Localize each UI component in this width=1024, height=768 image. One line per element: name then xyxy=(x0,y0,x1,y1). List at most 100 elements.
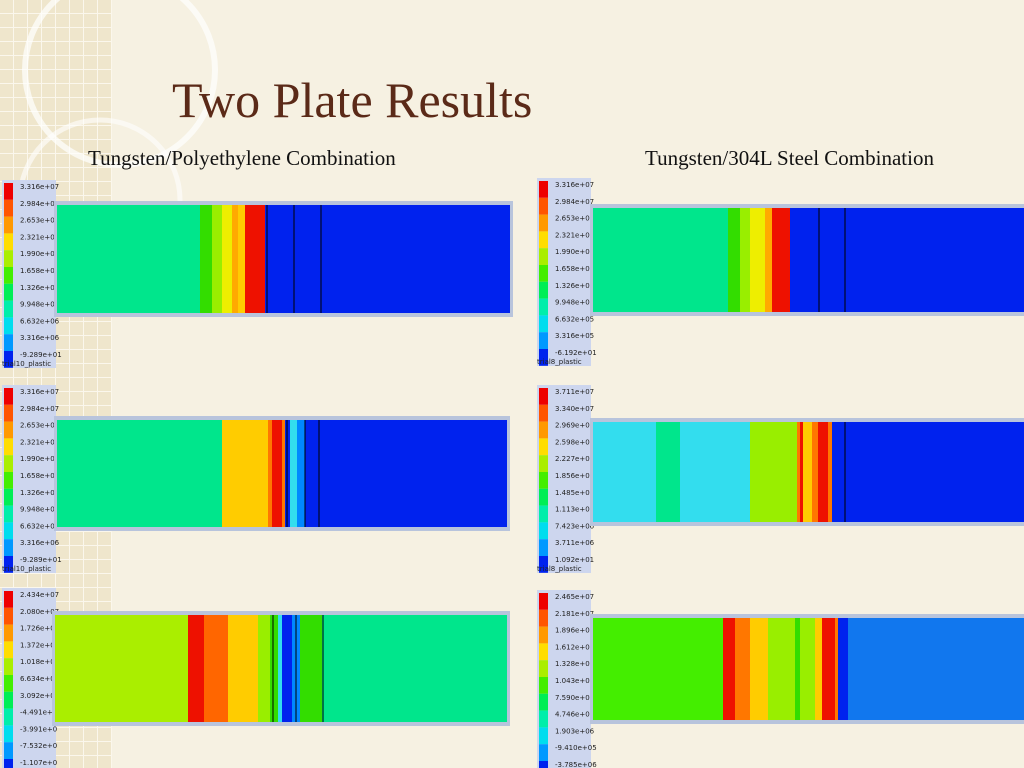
legend-swatch xyxy=(4,351,13,368)
legend-label: 1.896e+07 xyxy=(555,627,594,635)
legend-swatch xyxy=(539,556,548,573)
color-band xyxy=(222,420,268,527)
color-band xyxy=(322,615,507,722)
legend-swatch xyxy=(4,438,13,456)
legend-label: 2.321e+0 xyxy=(555,231,590,239)
legend-label: 1.113e+07 xyxy=(555,506,594,514)
legend-label: 3.316e+07 xyxy=(20,183,59,191)
legend-swatch xyxy=(539,593,548,610)
color-band xyxy=(750,618,768,720)
legend-swatch xyxy=(4,300,13,318)
legend-label: -7.532e+0 xyxy=(20,742,57,750)
legend-swatch xyxy=(4,708,13,726)
legend-label: 3.092e+0 xyxy=(20,692,55,700)
legend-label: 1.372e+0 xyxy=(20,641,55,649)
legend-label: 3.340e+07 xyxy=(555,405,594,413)
legend-swatch xyxy=(4,334,13,351)
legend-swatch xyxy=(539,488,548,506)
legend-swatch xyxy=(4,691,13,709)
legend-label: 6.632e+06 xyxy=(20,522,60,530)
result-label: trial10_plastic xyxy=(2,360,51,368)
legend-swatch xyxy=(539,505,548,523)
legend-swatch xyxy=(4,505,13,523)
color-band xyxy=(765,208,772,312)
legend-swatch xyxy=(539,349,548,366)
color-band xyxy=(797,422,800,522)
color-band xyxy=(772,208,790,312)
color-band xyxy=(750,422,797,522)
color-band xyxy=(245,205,265,313)
legend-swatch xyxy=(539,438,548,456)
legend-label: 1.903e+06 xyxy=(555,727,595,735)
legend-label: 7.590e+06 xyxy=(555,694,595,702)
color-band xyxy=(656,422,680,522)
color-band xyxy=(282,615,292,722)
color-band xyxy=(593,208,728,312)
legend-swatch xyxy=(539,181,548,198)
result-label: trial8_plastic xyxy=(537,565,582,573)
legend-swatch xyxy=(539,727,548,745)
legend-swatch xyxy=(4,199,13,217)
legend-label: 1.326e+0 xyxy=(555,282,590,290)
color-band xyxy=(290,420,297,527)
color-band xyxy=(57,420,222,527)
legend-label: 1.990e+0 xyxy=(555,248,590,256)
color-band xyxy=(228,615,258,722)
legend-swatch xyxy=(4,624,13,642)
legend-swatch xyxy=(539,643,548,661)
legend-label: 1.092e+01 xyxy=(555,556,594,564)
color-band xyxy=(593,618,723,720)
legend-swatch xyxy=(539,421,548,439)
legend-label: 2.984e+07 xyxy=(20,405,59,413)
legend-swatch xyxy=(539,761,548,768)
legend-label: -3.991e+0 xyxy=(20,725,57,733)
result-label: trial10_plastic xyxy=(2,565,51,573)
color-band xyxy=(232,205,238,313)
legend-swatch xyxy=(539,404,548,422)
legend-swatch xyxy=(4,522,13,540)
legend-label: 2.598e+07 xyxy=(555,438,594,446)
legend-swatch xyxy=(4,641,13,659)
legend-label: 1.726e+0 xyxy=(20,625,55,633)
legend-label: 2.227e+07 xyxy=(555,455,594,463)
column-heading: Tungsten/304L Steel Combination xyxy=(645,146,934,170)
legend-swatch xyxy=(539,626,548,644)
color-band xyxy=(222,205,232,313)
legend-label: 2.653e+07 xyxy=(20,422,59,430)
legend-label: 1.658e+07 xyxy=(20,267,59,275)
color-band xyxy=(750,208,765,312)
color-band xyxy=(815,618,822,720)
color-band xyxy=(55,615,188,722)
legend-label: 3.711e+06 xyxy=(555,539,595,547)
color-band xyxy=(800,618,815,720)
legend-label: 4.746e+06 xyxy=(555,711,595,719)
legend-label: 2.181e+07 xyxy=(555,610,594,618)
legend-label: 1.990e+07 xyxy=(20,250,59,258)
color-band xyxy=(822,618,835,720)
legend-swatch xyxy=(539,197,548,215)
panels: 3.316e+07 2.984e+07 2.653e+07 2.321e+07 1.99… xyxy=(2,178,1024,768)
legend-swatch xyxy=(539,265,548,282)
legend-swatch xyxy=(539,472,548,489)
color-band xyxy=(812,422,818,522)
color-band xyxy=(740,208,750,312)
color-band xyxy=(270,615,278,722)
legend-label: 6.634e+0 xyxy=(20,675,55,683)
legend-label: -6.192e+01 xyxy=(555,349,597,357)
color-band xyxy=(268,420,272,527)
legend-label: 7.423e+06 xyxy=(555,522,595,530)
legend-swatch xyxy=(539,298,548,316)
legend-label: 1.658e+07 xyxy=(20,472,59,480)
legend-swatch xyxy=(539,744,548,761)
color-band xyxy=(803,422,812,522)
legend-label: 2.321e+07 xyxy=(20,438,59,446)
legend-swatch xyxy=(539,539,548,556)
slide-title: Two Plate Results xyxy=(172,72,532,128)
legend-swatch xyxy=(4,455,13,472)
color-band xyxy=(593,422,656,522)
legend-label: 6.632e+05 xyxy=(555,315,594,323)
color-band xyxy=(188,615,204,722)
color-band xyxy=(258,615,270,722)
color-band xyxy=(838,618,848,720)
